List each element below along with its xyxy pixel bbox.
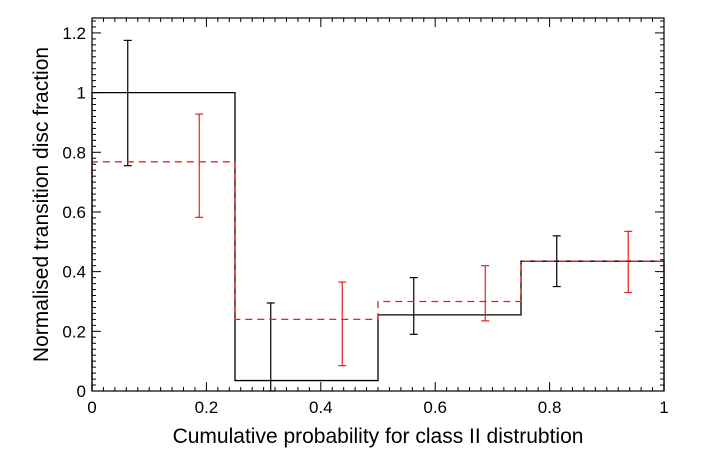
histogram-step-line [91, 161, 665, 391]
error-bar [195, 113, 204, 218]
histogram-step-line [91, 91, 665, 391]
x-tick-label: 0.2 [195, 398, 219, 417]
series-red [91, 113, 665, 391]
y-axis-label: Normalised transition disc fraction [30, 47, 53, 362]
series-black [91, 39, 665, 392]
x-tick-label: 0.4 [309, 398, 333, 417]
error-bar [338, 281, 347, 367]
series-layer [91, 39, 665, 392]
y-tick-label: 1.2 [62, 24, 86, 43]
x-tick-label: 1 [659, 398, 668, 417]
plot-frame [91, 17, 665, 392]
x-tick-label: 0.8 [538, 398, 562, 417]
error-bar [266, 302, 275, 392]
x-tick-label: 0 [87, 398, 96, 417]
y-tick-label: 0.6 [62, 203, 86, 222]
error-bar [481, 265, 490, 322]
y-tick-label: 1 [77, 84, 86, 103]
y-tick-label: 0 [77, 382, 86, 401]
x-tick-label: 0.6 [423, 398, 447, 417]
y-tick-label: 0.4 [62, 263, 86, 282]
error-bar [409, 277, 418, 335]
error-bar [123, 39, 132, 167]
y-tick-label: 0.8 [62, 143, 86, 162]
tick-labels: 0 0.2 0.4 0.6 0.8 1 0 0.2 0.4 0.6 0.8 1 1.2 [62, 24, 668, 417]
x-axis-label: Cumulative probability for class II dist… [173, 425, 584, 448]
error-bar [624, 230, 633, 294]
y-tick-label: 0.2 [62, 322, 86, 341]
error-bar [552, 235, 561, 288]
